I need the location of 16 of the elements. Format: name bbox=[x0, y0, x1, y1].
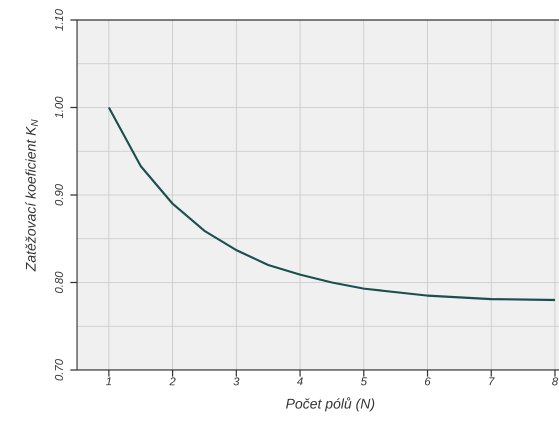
x-tick-label: 1 bbox=[106, 377, 112, 386]
x-tick-label: 4 bbox=[296, 377, 303, 386]
line-series bbox=[108, 106, 556, 302]
y-tick-label: 1.10 bbox=[54, 9, 63, 31]
x-tick-label: 3 bbox=[233, 377, 240, 386]
y-tick-label: 0.90 bbox=[54, 184, 63, 206]
y-axis-title: Zatěžovací koeficient K$_{N}$ bbox=[25, 119, 38, 272]
x-tick-label: 6 bbox=[425, 377, 431, 386]
x-axis-title: Počet pólů (N) bbox=[286, 397, 374, 412]
y-tick-label: 0.80 bbox=[54, 272, 63, 294]
x-tick-label: 5 bbox=[360, 377, 367, 386]
x-tick-label: 8 bbox=[552, 377, 558, 386]
x-tick-label: 7 bbox=[489, 377, 495, 386]
y-tick-label: 0.70 bbox=[54, 359, 63, 381]
x-tick-label: 2 bbox=[169, 377, 176, 386]
y-tick-label: 1.00 bbox=[54, 96, 63, 118]
